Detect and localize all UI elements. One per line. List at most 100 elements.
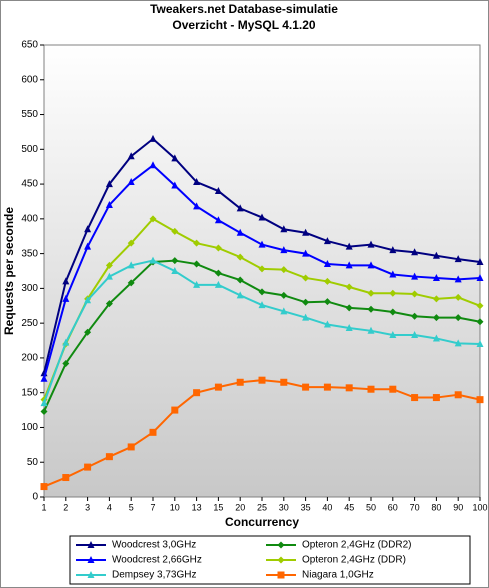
marker xyxy=(127,261,135,269)
marker xyxy=(171,406,179,414)
marker xyxy=(302,274,310,282)
marker xyxy=(171,227,179,235)
y-tick-label: 350 xyxy=(21,248,38,259)
marker xyxy=(476,396,484,404)
marker xyxy=(149,428,157,436)
marker xyxy=(171,257,179,265)
marker xyxy=(476,273,484,281)
marker xyxy=(193,260,201,268)
x-tick-label: 100 xyxy=(472,502,487,512)
marker xyxy=(236,276,244,284)
marker xyxy=(277,556,285,564)
y-tick-label: 50 xyxy=(27,457,39,468)
y-tick-label: 100 xyxy=(21,422,38,433)
marker xyxy=(323,298,331,306)
marker xyxy=(389,330,397,338)
marker xyxy=(214,280,222,288)
marker xyxy=(323,320,331,328)
marker xyxy=(280,378,288,386)
marker xyxy=(171,267,179,274)
marker xyxy=(258,288,266,296)
x-tick-label: 50 xyxy=(366,502,376,512)
x-tick-label: 45 xyxy=(344,502,354,512)
y-tick-label: 250 xyxy=(21,318,38,329)
marker xyxy=(323,237,331,245)
marker xyxy=(432,251,440,259)
legend-label: Niagara 1,0GHz xyxy=(302,570,374,581)
marker xyxy=(411,290,419,298)
marker xyxy=(236,228,244,236)
marker xyxy=(62,474,70,482)
x-tick-label: 15 xyxy=(213,502,223,512)
marker xyxy=(171,181,179,189)
marker xyxy=(214,244,222,252)
x-tick-label: 35 xyxy=(301,502,311,512)
marker xyxy=(411,248,419,256)
marker xyxy=(40,407,48,415)
marker xyxy=(411,330,419,338)
y-tick-label: 400 xyxy=(21,213,38,224)
y-tick-label: 150 xyxy=(21,387,38,398)
marker xyxy=(454,339,462,347)
legend-label: Opteron 2,4GHz (DDR2) xyxy=(302,540,411,551)
marker xyxy=(302,228,310,236)
x-tick-label: 90 xyxy=(453,502,463,512)
marker xyxy=(389,289,397,297)
x-tick-label: 1 xyxy=(41,502,46,512)
marker xyxy=(476,340,484,348)
marker xyxy=(454,391,462,399)
marker xyxy=(62,338,70,346)
marker xyxy=(367,240,375,248)
y-tick-label: 500 xyxy=(21,144,38,155)
marker xyxy=(280,246,288,254)
marker xyxy=(258,265,266,273)
marker xyxy=(389,246,397,254)
marker xyxy=(193,202,201,210)
marker xyxy=(345,304,353,312)
marker xyxy=(149,161,157,169)
marker xyxy=(367,326,375,334)
marker xyxy=(62,277,70,285)
legend-label: Dempsey 3,73GHz xyxy=(112,570,196,581)
x-tick-label: 60 xyxy=(388,502,398,512)
marker xyxy=(280,291,288,299)
y-axis-label: Requests per seconde xyxy=(2,207,16,335)
x-tick-label: 10 xyxy=(170,502,180,512)
marker xyxy=(432,273,440,281)
x-tick-label: 80 xyxy=(431,502,441,512)
x-tick-label: 7 xyxy=(150,502,155,512)
marker xyxy=(193,239,201,247)
marker xyxy=(476,318,484,326)
marker xyxy=(258,240,266,248)
marker xyxy=(302,249,310,257)
marker xyxy=(236,291,244,299)
marker xyxy=(280,307,288,315)
marker xyxy=(105,261,113,269)
marker xyxy=(277,571,285,579)
marker xyxy=(105,272,113,280)
marker xyxy=(127,239,135,247)
marker xyxy=(432,295,440,303)
marker xyxy=(84,296,92,304)
marker xyxy=(280,225,288,233)
marker xyxy=(280,266,288,274)
x-tick-label: 4 xyxy=(107,502,112,512)
y-tick-label: 300 xyxy=(21,283,38,294)
x-axis-label: Concurrency xyxy=(225,515,299,529)
x-tick-label: 20 xyxy=(235,502,245,512)
marker xyxy=(214,216,222,224)
marker xyxy=(127,152,135,160)
marker xyxy=(127,279,135,287)
chart-subtitle: Overzicht - MySQL 4.1.20 xyxy=(172,18,315,32)
marker xyxy=(62,294,70,302)
x-tick-label: 13 xyxy=(192,502,202,512)
marker xyxy=(62,359,70,367)
marker xyxy=(127,177,135,185)
marker xyxy=(411,312,419,320)
legend-label: Woodcrest 2,66GHz xyxy=(112,555,202,566)
marker xyxy=(214,269,222,277)
marker xyxy=(236,253,244,261)
marker xyxy=(214,187,222,195)
marker xyxy=(454,314,462,322)
y-tick-label: 200 xyxy=(21,353,38,364)
